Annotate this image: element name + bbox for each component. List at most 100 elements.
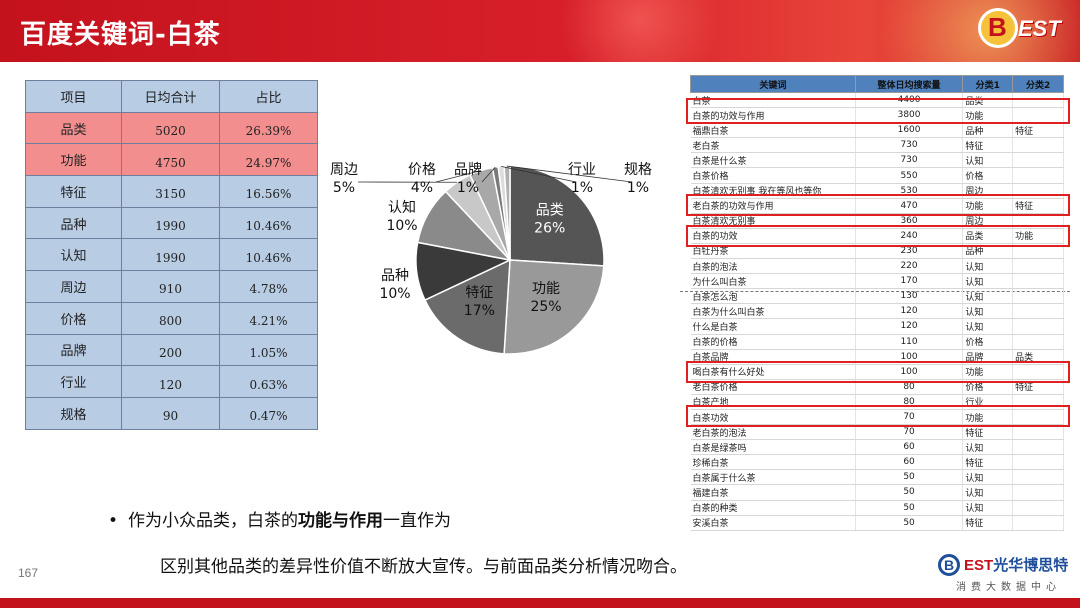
summary-row: 特征 3150 16.56% [25,175,318,208]
keyword-cat1-cell: 特征 [962,454,1014,471]
keyword-cat1-cell: 认知 [962,303,1014,320]
pie-pct-label: 26% [534,221,565,237]
keyword-cell: 白茶怎么泡 [690,288,856,305]
keyword-volume-cell: 100 [855,349,964,365]
keyword-volume-cell: 120 [855,303,964,320]
pie-pct-label: 1% [457,180,479,196]
keyword-cell: 什么是白茶 [690,318,856,335]
summary-cell-item: 功能 [25,143,122,177]
keyword-cat1-cell: 认知 [962,318,1014,335]
keyword-volume-cell: 100 [855,364,964,380]
summary-cell-pct: 10.46% [219,206,318,240]
keyword-volume-cell: 130 [855,288,964,305]
pie-label: 品类 [536,203,564,219]
pie-label: 规格 [624,162,652,178]
bullet-post: 一直作为 [383,511,452,531]
keyword-cat1-cell: 价格 [962,167,1014,184]
keyword-cat1-cell: 特征 [962,137,1014,154]
keyword-cell: 福鼎白茶 [690,122,856,139]
keyword-volume-cell: 230 [855,243,964,260]
summary-cell-item: 周边 [25,270,122,303]
keyword-volume-cell: 80 [855,379,964,395]
summary-cell-item: 规格 [25,396,122,430]
keyword-cat1-cell: 认知 [962,484,1014,501]
summary-cell-item: 行业 [25,365,122,398]
keyword-volume-cell: 50 [855,484,964,501]
keyword-volume-cell: 50 [855,500,964,516]
summary-cell-total: 1990 [121,206,220,240]
summary-cell-total: 4750 [121,143,220,177]
pie-pct-label: 10% [386,218,417,234]
keyword-cat1-cell: 认知 [962,258,1014,275]
pie-label: 功能 [532,281,560,297]
keyword-row: 为什么叫白茶 170 认知 [690,273,1064,290]
pie-slice-1 [503,259,605,355]
keyword-cat2-cell: 特征 [1012,122,1064,139]
keyword-cat1-cell: 品类 [962,228,1014,244]
footer-logo: B EST光华博思特 消费大数据中心 [936,551,1076,595]
summary-row: 价格 800 4.21% [25,301,318,335]
keyword-row: 老白茶的功效与作用 470 功能 特征 [690,198,1064,214]
summary-cell-total: 800 [121,301,220,335]
keyword-volume-cell: 240 [855,228,964,244]
summary-row: 品类 5020 26.39% [25,111,318,145]
keyword-cat2-cell [1012,484,1064,501]
keyword-row: 白茶的功效 240 品类 功能 [690,228,1064,244]
highlight-box [686,361,1070,383]
keyword-row: 福建白茶 50 认知 [690,484,1064,501]
footer-bar [0,598,1080,608]
footer-logo-mark: B [938,554,960,576]
pie-label: 行业 [568,162,596,178]
keyword-cat1-cell: 品种 [962,122,1014,139]
keyword-cat1-cell: 认知 [962,288,1014,305]
summary-cell-total: 910 [121,270,220,303]
footer-logo-est: EST [964,557,994,574]
keyword-volume-cell: 50 [855,515,964,531]
pie-leader-line [506,165,633,183]
keyword-cat2-cell [1012,258,1064,275]
keyword-cat2-cell [1012,92,1064,109]
summary-row: 行业 120 0.63% [25,365,318,398]
pie-label: 周边 [330,162,358,178]
keyword-row: 白茶价格 550 价格 [690,167,1064,184]
keyword-row: 白茶清欢无别事 360 周边 [690,213,1064,229]
keyword-row: 老白茶 730 特征 [690,137,1064,154]
summary-cell-total: 3150 [121,175,220,208]
summary-cell-pct: 16.56% [219,175,318,208]
keyword-cell: 老白茶价格 [690,379,856,395]
pie-label: 价格 [408,162,436,178]
summary-cell-total: 90 [121,396,220,430]
summary-cell-total: 120 [121,365,220,398]
keyword-volume-cell: 60 [855,439,964,456]
keyword-cat2-cell: 特征 [1012,379,1064,395]
brand-logo-text: EST [1018,16,1061,41]
keyword-cell: 白茶为什么叫白茶 [690,303,856,320]
keyword-cell: 白茶的价格 [690,334,856,350]
keyword-cat2-cell [1012,243,1064,260]
summary-cell-item: 品类 [25,111,122,145]
keyword-cat1-cell: 功能 [962,198,1014,214]
highlight-box [686,405,1070,427]
summary-row: 品种 1990 10.46% [25,206,318,240]
keyword-cat2-cell: 特征 [1012,198,1064,214]
summary-col-header: 日均合计 [121,80,220,113]
keyword-row: 白茶品牌 100 品牌 品类 [690,349,1064,365]
keyword-cat1-cell: 认知 [962,500,1014,516]
keyword-cell: 白茶的功效 [690,228,856,244]
summary-cell-pct: 0.63% [219,365,318,398]
keyword-cat2-cell [1012,152,1064,169]
keyword-cat2-cell [1012,273,1064,290]
keyword-cat2-cell [1012,469,1064,486]
keyword-row: 老白茶价格 80 价格 特征 [690,379,1064,395]
keyword-row: 老白茶的泡法 70 特征 [690,424,1064,441]
keyword-cat1-cell: 认知 [962,469,1014,486]
keyword-row: 白牡丹茶 230 品种 [690,243,1064,260]
banner-glow [560,0,720,62]
keyword-volume-cell: 360 [855,213,964,229]
keyword-cell: 老白茶的功效与作用 [690,198,856,214]
brand-logo-letter: B [988,12,1007,42]
keyword-cat1-cell: 特征 [962,424,1014,441]
keyword-cat2-cell [1012,137,1064,154]
keyword-row: 白茶怎么泡 130 认知 [690,288,1064,305]
pie-slice-0 [509,165,605,267]
